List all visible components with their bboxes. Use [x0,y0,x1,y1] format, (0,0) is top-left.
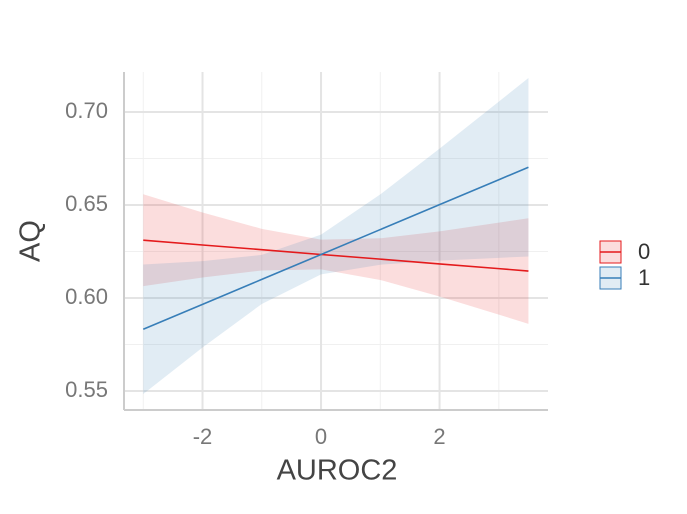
y-tick-label: 0.70 [65,98,108,123]
y-tick-label: 0.65 [65,191,108,216]
confidence-band [143,194,529,324]
legend-label: 1 [638,265,650,290]
y-axis-title: AQ [15,220,47,262]
legend-label: 0 [638,239,650,264]
line [143,239,529,272]
confidence-band [143,77,529,395]
y-tick-label: 0.60 [65,284,108,309]
x-tick-label: 2 [433,424,445,449]
x-axis-title: AUROC2 [277,455,398,487]
y-tick-label: 0.55 [65,377,108,402]
x-tick-label: -2 [193,424,213,449]
x-tick-label: 0 [315,424,327,449]
line [142,166,529,331]
